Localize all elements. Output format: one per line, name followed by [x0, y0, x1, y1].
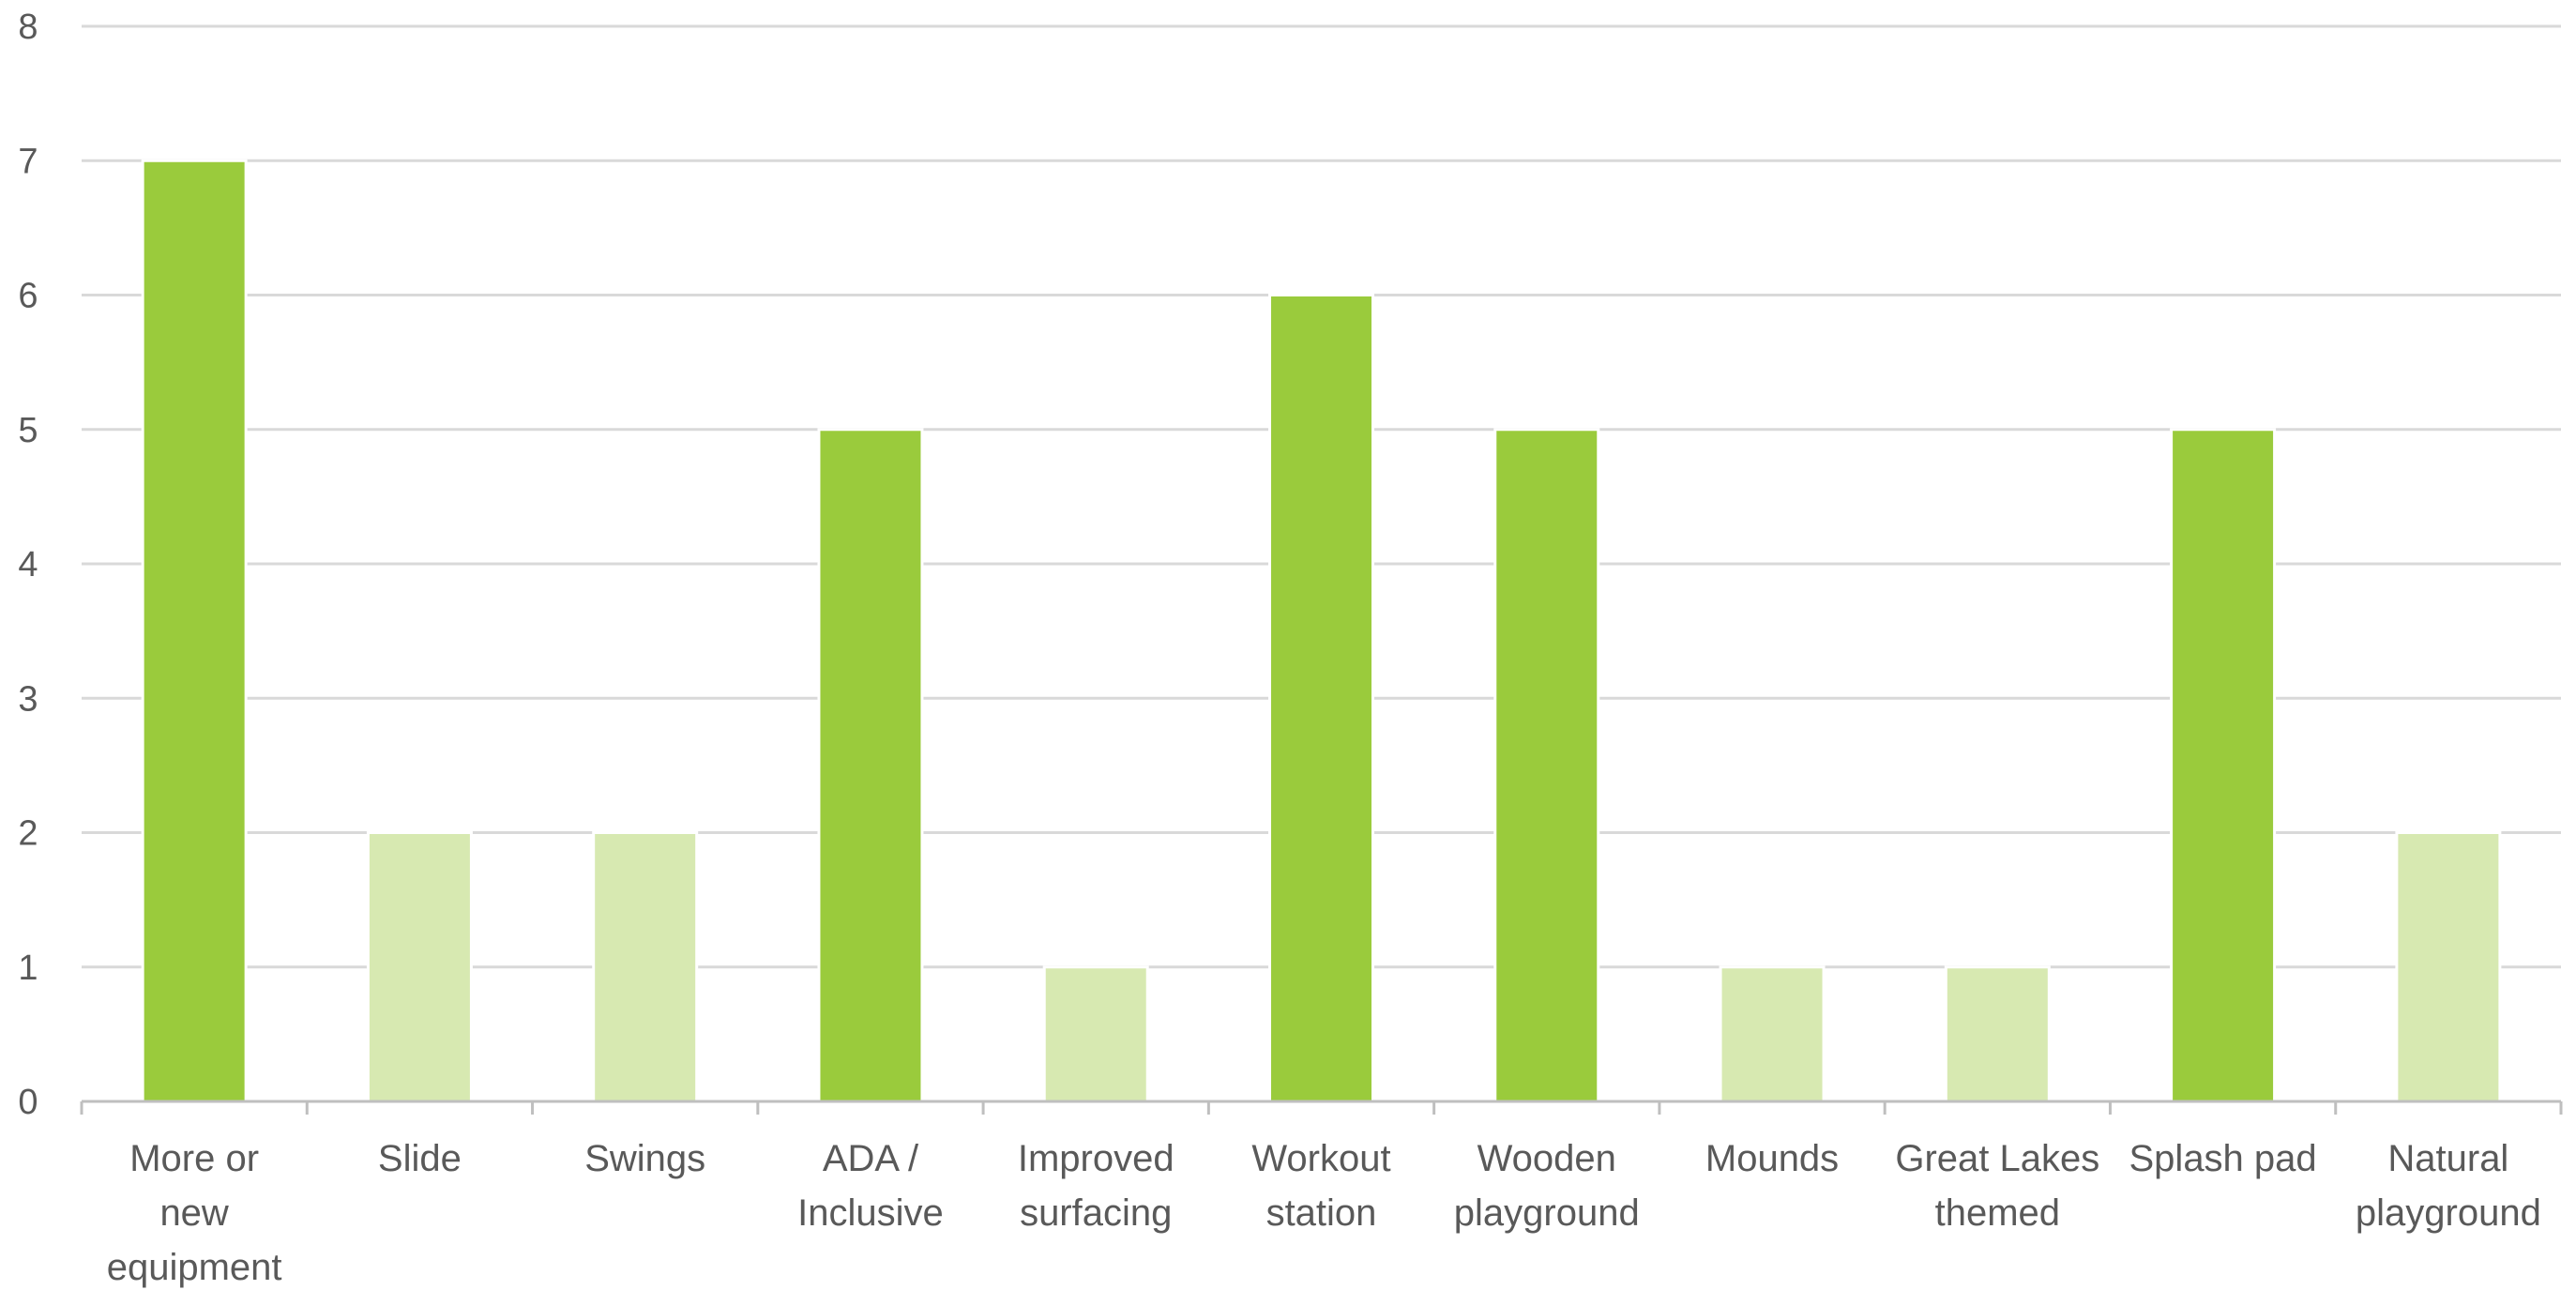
y-tick-label: 6 [18, 277, 38, 316]
y-tick-label: 0 [18, 1083, 38, 1122]
y-tick-label: 4 [18, 545, 38, 584]
bars [141, 159, 2502, 1103]
x-category-label-line: Slide [378, 1138, 462, 1179]
bar [1042, 965, 1149, 1103]
bar [141, 159, 248, 1103]
x-category-label: Great Lakes themed [1895, 1138, 2099, 1234]
x-category-label-line: equipment [107, 1247, 282, 1288]
y-axis-tick-labels: 0 1 2 3 4 5 6 7 8 [18, 8, 38, 1122]
x-category-label-line: Great Lakes [1895, 1138, 2099, 1179]
x-category-label: Mounds [1705, 1138, 1839, 1179]
y-tick-label: 7 [18, 142, 38, 181]
x-category-label: Wooden playground [1454, 1138, 1640, 1234]
y-tick-label: 3 [18, 679, 38, 719]
x-category-label: Slide [378, 1138, 462, 1179]
y-tick-label: 5 [18, 411, 38, 450]
y-tick-label: 8 [18, 8, 38, 47]
x-category-label-line: station [1266, 1192, 1377, 1234]
x-category-label-line: Swings [584, 1138, 705, 1179]
x-category-label-line: Workout [1251, 1138, 1390, 1179]
x-category-label: Splash pad [2129, 1138, 2317, 1179]
x-category-label-line: Mounds [1705, 1138, 1839, 1179]
x-category-label-line: new [159, 1192, 228, 1234]
bar [2395, 831, 2502, 1103]
x-category-label-line: themed [1935, 1192, 2060, 1234]
x-category-label: More or new equipment [107, 1138, 282, 1288]
x-category-label: Improved surfacing [1018, 1138, 1174, 1234]
bar [366, 831, 473, 1103]
bar [2170, 428, 2277, 1103]
x-category-label-line: Wooden [1477, 1138, 1616, 1179]
bar [1268, 294, 1374, 1103]
x-category-label-line: ADA / [823, 1138, 919, 1179]
y-tick-label: 2 [18, 814, 38, 854]
x-axis [80, 1100, 2563, 1115]
x-category-label-line: Splash pad [2129, 1138, 2317, 1179]
x-category-label: Workout station [1251, 1138, 1390, 1234]
bar [1719, 965, 1826, 1103]
bar [817, 428, 924, 1103]
bar [592, 831, 699, 1103]
x-category-label: Natural playground [2356, 1138, 2541, 1234]
bar [1493, 428, 1600, 1103]
x-category-label: Swings [584, 1138, 705, 1179]
x-axis-category-labels: More or new equipment Slide Swings ADA / Inclu… [107, 1138, 2541, 1288]
x-category-label-line: playground [2356, 1192, 2541, 1234]
x-category-label-line: playground [1454, 1192, 1640, 1234]
x-category-label-line: Natural [2387, 1138, 2508, 1179]
x-category-label-line: Improved [1018, 1138, 1174, 1179]
x-category-label: ADA / Inclusive [797, 1138, 944, 1234]
bar [1944, 965, 2051, 1103]
x-category-label-line: Inclusive [797, 1192, 944, 1234]
x-category-label-line: More or [129, 1138, 259, 1179]
y-tick-label: 1 [18, 949, 38, 988]
x-category-label-line: surfacing [1020, 1192, 1172, 1234]
